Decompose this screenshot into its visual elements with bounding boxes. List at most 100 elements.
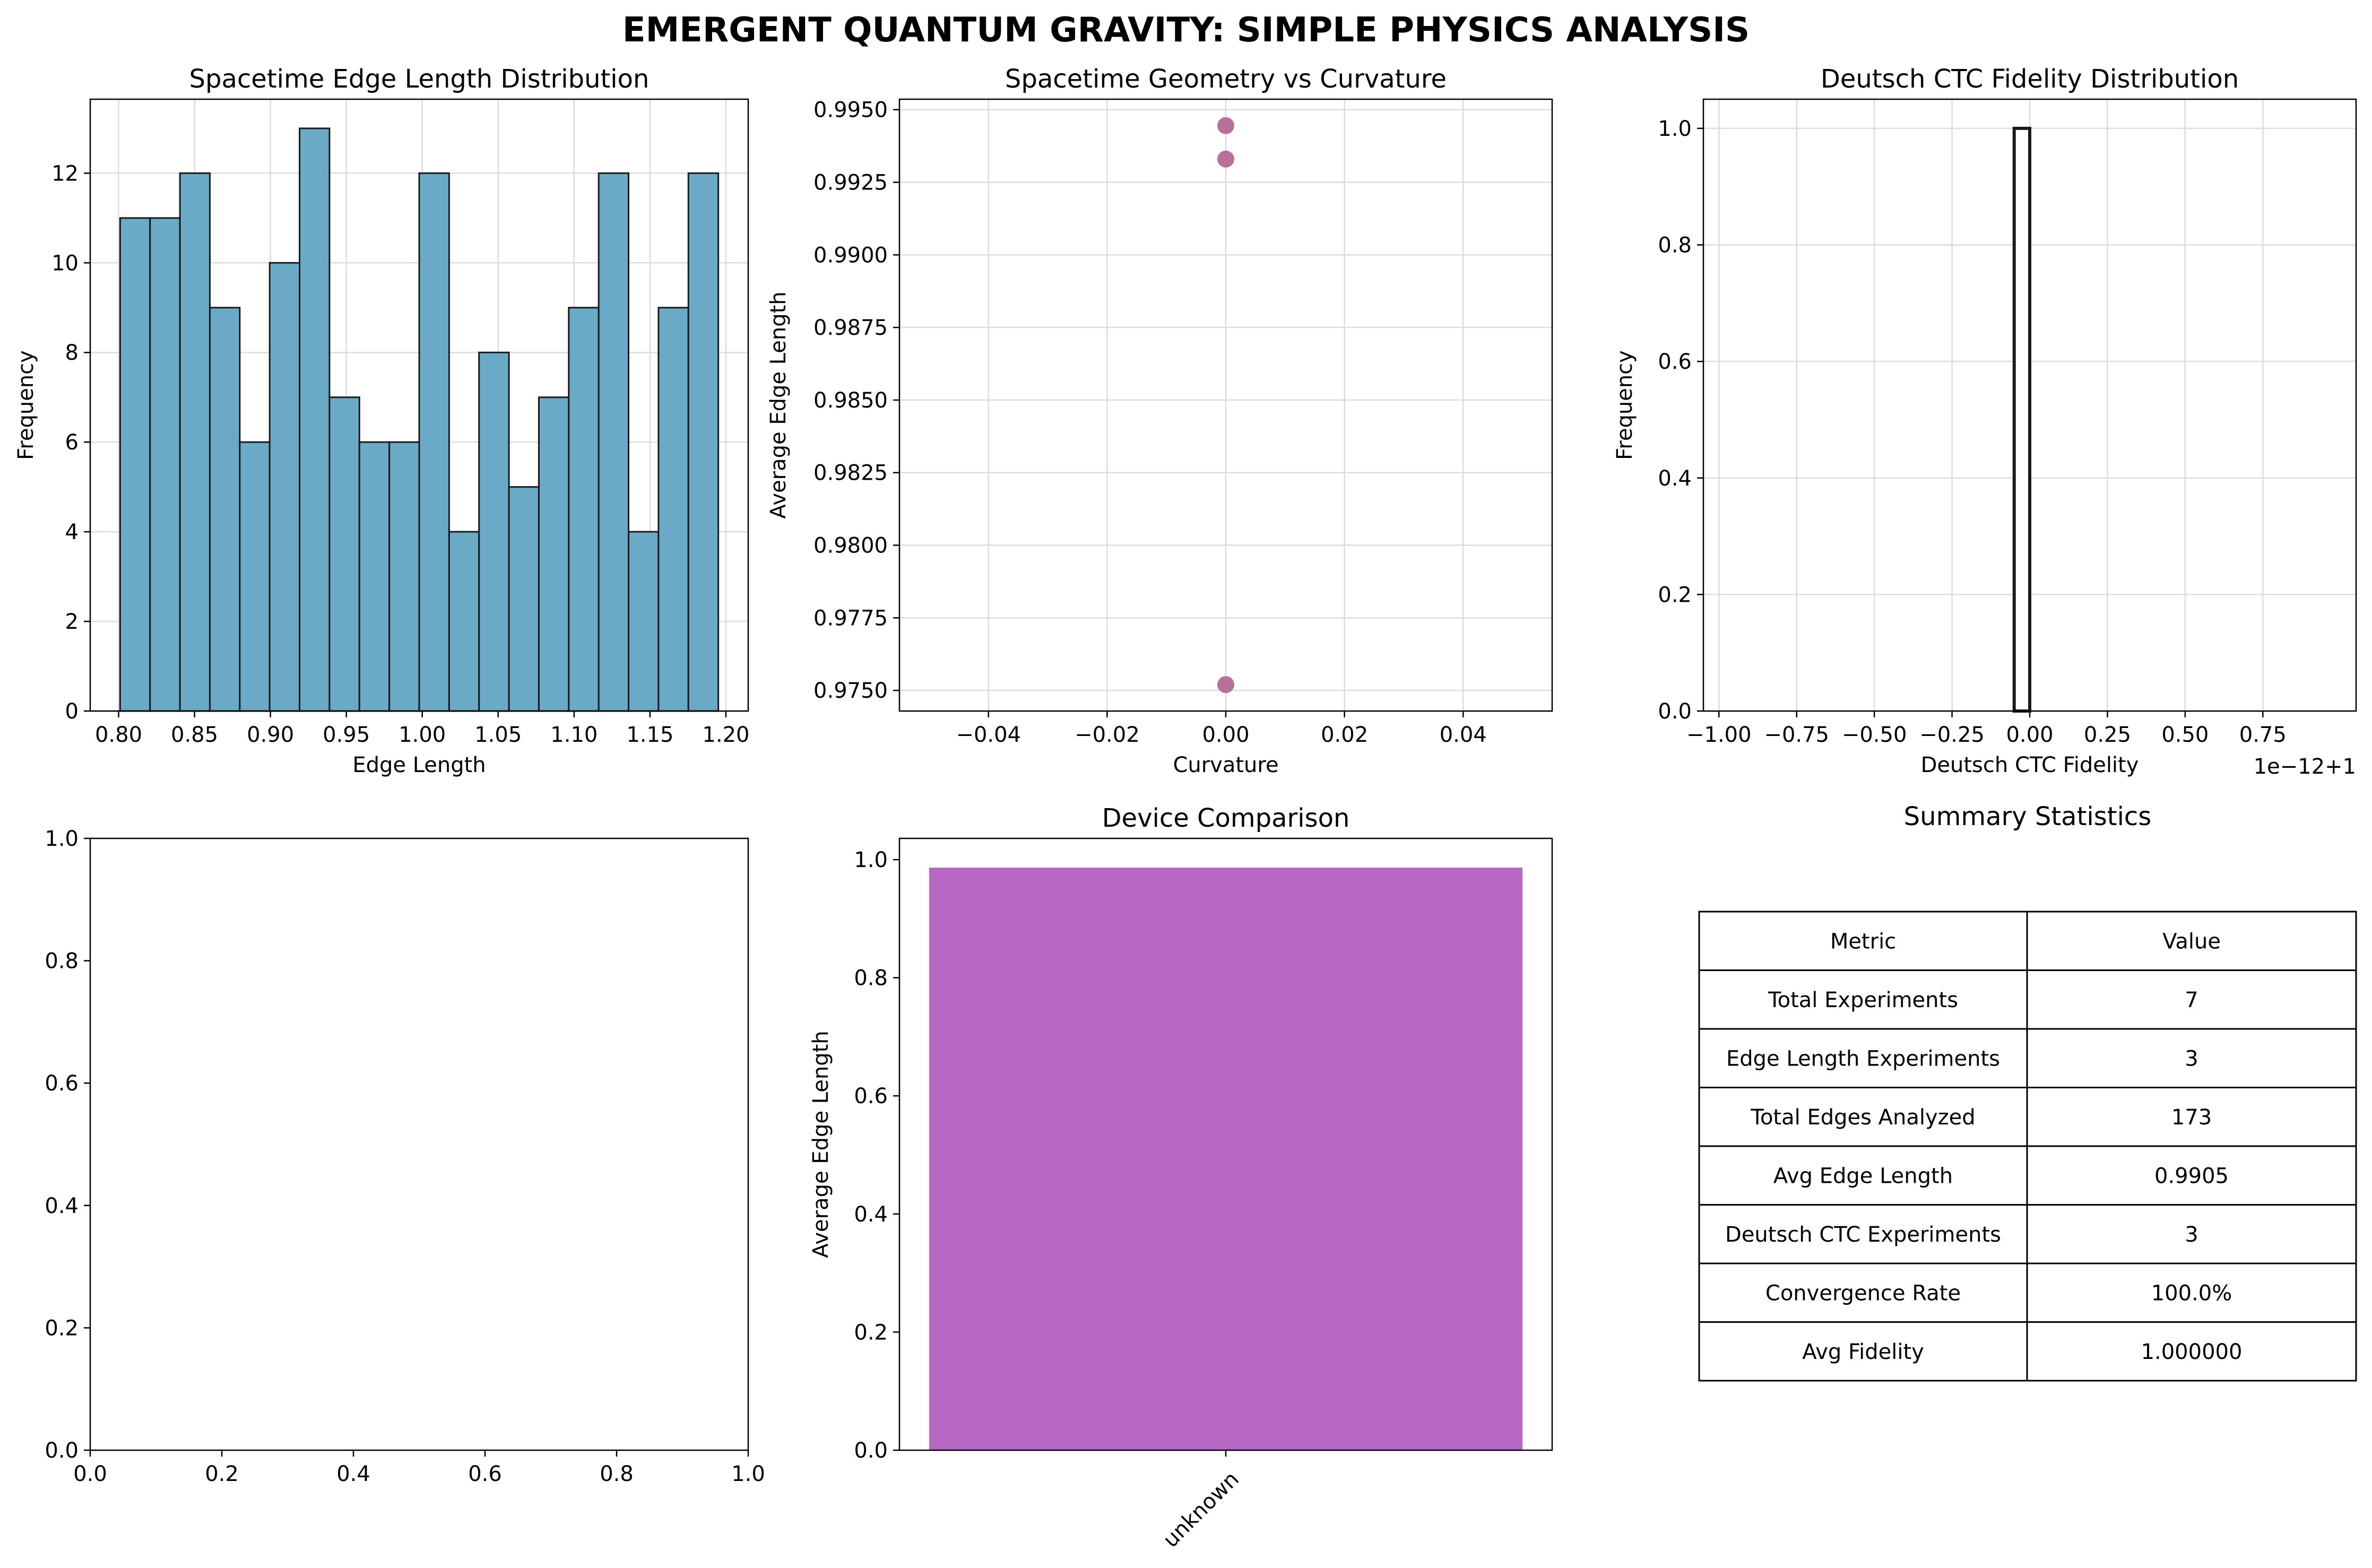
- y-tick-label: 0.0: [45, 1439, 79, 1463]
- panel-summary-table: Summary Statistics Metric Value Total Exper…: [1698, 802, 2357, 1382]
- table-cell-value: 1.000000: [2141, 1340, 2243, 1364]
- y-tick-label: 0.8: [1658, 233, 1692, 258]
- y-tick-label: 0.4: [854, 1202, 888, 1227]
- axes-frame: [898, 98, 1553, 712]
- y-axis-label: Average Edge Length: [766, 291, 791, 518]
- x-tick-label: 0.25: [2084, 723, 2131, 747]
- x-tick-label: −0.25: [1919, 723, 1985, 747]
- x-tick-label: 1.05: [474, 723, 522, 747]
- y-tick-label: 0.2: [1658, 583, 1692, 607]
- y-tick-label: 0.9925: [813, 171, 888, 195]
- histogram-bar: [358, 441, 391, 712]
- y-tick-label: 0.0: [854, 1439, 888, 1463]
- panel-title: Device Comparison: [1102, 803, 1350, 833]
- y-tick-label: 0.0: [1658, 699, 1692, 724]
- histogram-bar: [209, 307, 241, 712]
- histogram-bar: [448, 531, 480, 712]
- y-tick-label: 0.9875: [813, 316, 888, 340]
- table-header-cell: Metric: [1830, 929, 1896, 954]
- panel-title: Spacetime Geometry vs Curvature: [1005, 64, 1447, 94]
- table-cell-metric: Edge Length Experiments: [1726, 1046, 2000, 1071]
- x-tick-label: 0.75: [2239, 723, 2287, 747]
- axes-frame: [898, 837, 1553, 1451]
- panel-title: Deutsch CTC Fidelity Distribution: [1821, 64, 2239, 94]
- panel-edge-length-histogram: Spacetime Edge Length Distribution 0.80 0.…: [14, 64, 749, 777]
- y-tick-label: 0.8: [45, 949, 79, 974]
- y-tick-label: 0.9850: [813, 388, 888, 413]
- x-tick-label: 0.2: [205, 1462, 239, 1486]
- panel-title: Spacetime Edge Length Distribution: [189, 64, 650, 94]
- x-tick-label: 1.20: [702, 723, 749, 747]
- y-axis-label: Average Edge Length: [809, 1030, 833, 1258]
- histogram-bar: [388, 441, 420, 712]
- panel-title: Summary Statistics: [1904, 802, 2152, 831]
- histogram-bar: [299, 127, 331, 712]
- x-tick-label: −0.75: [1764, 723, 1829, 747]
- histogram-bar: [269, 262, 301, 712]
- y-tick-label: 1.0: [45, 827, 79, 851]
- histogram-bar: [598, 172, 630, 712]
- x-tick-label: 0.6: [468, 1462, 502, 1486]
- y-tick-label: 12: [51, 161, 79, 186]
- x-tick-label: 0.00: [1202, 723, 1249, 747]
- y-tick-label: 10: [51, 251, 79, 275]
- x-tick-label: 0.04: [1440, 723, 1487, 747]
- y-tick-label: 0.2: [45, 1316, 79, 1340]
- y-tick-label: 0.2: [854, 1320, 888, 1345]
- x-tick-label: 1.10: [550, 723, 598, 747]
- x-tick-label: −0.50: [1842, 723, 1907, 747]
- histogram-bar: [508, 486, 540, 712]
- y-tick-label: 1.0: [854, 848, 888, 872]
- histogram-bar: [149, 217, 181, 712]
- scatter-point: [1217, 676, 1234, 694]
- axes-frame: [89, 98, 749, 712]
- panel-empty-axes: 0.0 0.2 0.4 0.6 0.8 1.0 0.0 0.2 0.4 0.6 0.8 1.0: [45, 827, 765, 1486]
- y-tick-label: 6: [65, 430, 79, 455]
- y-axis-label: Frequency: [14, 350, 38, 460]
- histogram-bar: [119, 217, 151, 712]
- table-cell-metric: Deutsch CTC Experiments: [1725, 1223, 2001, 1247]
- x-tick-label: 0.95: [323, 723, 370, 747]
- x-tick-label: 0.50: [2161, 723, 2209, 747]
- x-tick-label: −1.00: [1686, 723, 1752, 747]
- y-tick-label: 0.4: [45, 1194, 79, 1218]
- x-tick-label: 0.85: [171, 723, 218, 747]
- table-cell-value: 3: [2185, 1223, 2198, 1247]
- table-header-cell: Value: [2162, 929, 2221, 954]
- x-axis-label: Curvature: [1173, 753, 1278, 777]
- x-tick-label: −0.02: [1075, 723, 1140, 747]
- y-axis-label: Frequency: [1613, 350, 1637, 460]
- histogram-bar: [418, 172, 450, 712]
- histogram-bar: [628, 531, 660, 712]
- table-cell-metric: Convergence Rate: [1765, 1281, 1961, 1305]
- scatter-point: [1217, 117, 1234, 134]
- histogram-bar: [478, 351, 510, 712]
- y-tick-label: 0.6: [854, 1084, 888, 1108]
- x-tick-label: 1.15: [626, 723, 673, 747]
- table-cell-value: 0.9905: [2154, 1164, 2229, 1188]
- histogram-bar: [328, 396, 360, 712]
- table-cell-metric: Total Experiments: [1768, 988, 1958, 1012]
- panel-ctc-fidelity-histogram: Deutsch CTC Fidelity Distribution −1.00 −0…: [1613, 64, 2357, 779]
- panel-geometry-vs-curvature: Spacetime Geometry vs Curvature −0.04 −0.0…: [766, 64, 1553, 777]
- x-tick-label: −0.04: [956, 723, 1021, 747]
- table-cell-metric: Avg Edge Length: [1773, 1164, 1953, 1188]
- device-bar: [929, 868, 1523, 1450]
- histogram-bar: [239, 441, 271, 712]
- y-tick-label: 0.9950: [813, 98, 888, 123]
- y-tick-label: 0.6: [1658, 350, 1692, 374]
- histogram-bar: [657, 307, 689, 712]
- table-cell-value: 3: [2185, 1046, 2198, 1071]
- y-tick-label: 0.6: [45, 1071, 79, 1096]
- table-cell-value: 173: [2171, 1105, 2212, 1130]
- x-axis-offset-label: 1e−12+1: [2254, 755, 2356, 779]
- x-axis-label: Deutsch CTC Fidelity: [1921, 753, 2139, 777]
- x-tick-label: 0.4: [336, 1462, 370, 1486]
- axes-frame: [89, 837, 749, 1451]
- x-tick-label: 0.8: [600, 1462, 634, 1486]
- y-tick-label: 0.9825: [813, 461, 888, 486]
- histogram-bar: [568, 307, 600, 712]
- axes-frame: [1702, 98, 2357, 712]
- panel-device-comparison: Device Comparison 0.0 0.2 0.4 0.6 0.8 1.0 Avera…: [809, 803, 1553, 1553]
